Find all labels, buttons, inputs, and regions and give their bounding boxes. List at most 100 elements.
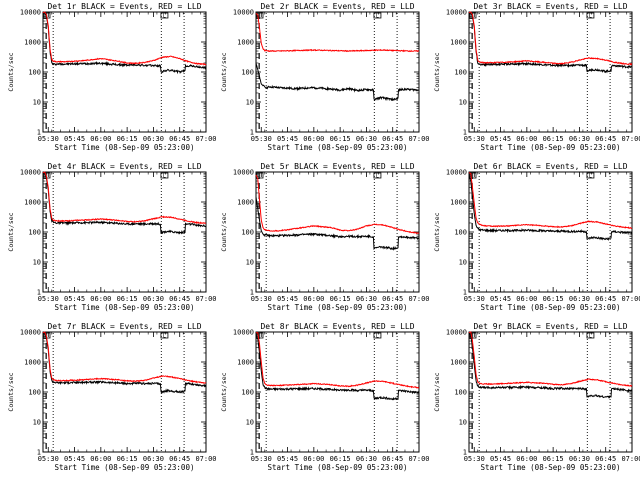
event-marker-box bbox=[160, 12, 169, 19]
y-tick-label: 100 bbox=[454, 229, 467, 237]
y-tick-label: 10 bbox=[246, 259, 254, 267]
y-tick-label: 10 bbox=[33, 99, 41, 107]
event-marker-label: L bbox=[589, 14, 592, 20]
y-tick-label: 1000 bbox=[450, 199, 467, 207]
series-events-line bbox=[468, 333, 633, 399]
x-tick-label: 05:45 bbox=[277, 455, 298, 463]
x-tick-label: 06:00 bbox=[516, 455, 537, 463]
x-tick-label: 06:00 bbox=[516, 295, 537, 303]
panel-title: Det 2r BLACK = Events, RED = LLD bbox=[260, 2, 414, 11]
series-lld-line bbox=[468, 172, 633, 229]
x-tick-label: 06:15 bbox=[117, 295, 138, 303]
x-axis-label: Start Time (08-Sep-09 05:23:00) bbox=[268, 303, 408, 312]
y-tick-label: 10000 bbox=[20, 329, 41, 337]
x-tick-label: 05:30 bbox=[464, 455, 485, 463]
series-events-line bbox=[468, 12, 633, 74]
panel-title: Det 1r BLACK = Events, RED = LLD bbox=[47, 2, 201, 11]
panel-title: Det 9r BLACK = Events, RED = LLD bbox=[473, 322, 627, 331]
x-tick-label: 07:00 bbox=[621, 455, 640, 463]
x-tick-label: 06:45 bbox=[169, 135, 190, 143]
x-axis-label: Start Time (08-Sep-09 05:23:00) bbox=[268, 143, 408, 152]
x-tick-label: 06:30 bbox=[143, 455, 164, 463]
y-axis-label: Counts/sec bbox=[433, 52, 441, 91]
x-tick-label: 05:30 bbox=[464, 295, 485, 303]
x-tick-label: 06:30 bbox=[569, 135, 590, 143]
y-tick-label: 10000 bbox=[446, 329, 467, 337]
chart-panel: Det 3r BLACK = Events, RED = LLD 1 10 100 10… bbox=[433, 2, 640, 152]
y-tick-label: 100 bbox=[241, 229, 254, 237]
chart-panel: Det 5r BLACK = Events, RED = LLD 1 10 100 10… bbox=[220, 162, 430, 312]
series-lld-line bbox=[255, 13, 419, 53]
y-tick-label: 10000 bbox=[446, 169, 467, 177]
x-tick-label: 06:00 bbox=[303, 455, 324, 463]
chart-panel: Det 8r BLACK = Events, RED = LLD 1 10 100 10… bbox=[220, 322, 430, 472]
x-tick-label: 06:00 bbox=[303, 295, 324, 303]
x-tick-label: 06:45 bbox=[595, 135, 616, 143]
event-marker-box bbox=[373, 172, 382, 179]
y-tick-label: 10000 bbox=[233, 329, 254, 337]
x-tick-label: 05:30 bbox=[251, 455, 272, 463]
x-axis-label: Start Time (08-Sep-09 05:23:00) bbox=[481, 303, 621, 312]
start-marker-box bbox=[469, 332, 477, 339]
x-tick-label: 06:45 bbox=[595, 455, 616, 463]
series-lld-line bbox=[42, 171, 206, 225]
y-tick-label: 100 bbox=[454, 69, 467, 77]
event-marker-box bbox=[586, 172, 595, 179]
x-tick-label: 05:30 bbox=[251, 295, 272, 303]
y-tick-label: 1 bbox=[250, 129, 254, 137]
series-events-line bbox=[468, 174, 633, 242]
y-tick-label: 100 bbox=[28, 389, 41, 397]
y-tick-label: 1 bbox=[37, 289, 41, 297]
y-tick-label: 100 bbox=[241, 69, 254, 77]
x-tick-label: 05:30 bbox=[38, 295, 59, 303]
x-tick-label: 05:45 bbox=[490, 135, 511, 143]
series-lld-line bbox=[468, 11, 633, 66]
plot-frame bbox=[255, 11, 420, 133]
y-axis-label: Counts/sec bbox=[433, 372, 441, 411]
chart-panel: Det 6r BLACK = Events, RED = LLD 1 10 100 10… bbox=[433, 162, 640, 312]
y-tick-label: 10 bbox=[33, 259, 41, 267]
x-tick-label: 06:45 bbox=[382, 135, 403, 143]
x-tick-label: 05:30 bbox=[38, 455, 59, 463]
y-tick-label: 1000 bbox=[237, 39, 254, 47]
event-marker-label: L bbox=[376, 174, 379, 180]
y-tick-label: 1000 bbox=[237, 199, 254, 207]
x-tick-label: 07:00 bbox=[195, 455, 216, 463]
x-tick-label: 06:15 bbox=[117, 135, 138, 143]
y-axis-label: Counts/sec bbox=[220, 52, 228, 91]
y-tick-label: 1000 bbox=[450, 39, 467, 47]
x-tick-label: 07:00 bbox=[408, 135, 429, 143]
series-events-line bbox=[255, 196, 420, 251]
x-tick-label: 06:00 bbox=[90, 295, 111, 303]
event-marker-label: L bbox=[589, 174, 592, 180]
x-tick-label: 06:00 bbox=[90, 135, 111, 143]
x-tick-label: 06:00 bbox=[516, 135, 537, 143]
series-events-line bbox=[42, 12, 207, 75]
panel-title: Det 4r BLACK = Events, RED = LLD bbox=[47, 162, 201, 171]
x-tick-label: 06:30 bbox=[356, 455, 377, 463]
x-tick-label: 06:15 bbox=[543, 455, 564, 463]
plot-frame bbox=[468, 331, 633, 453]
x-tick-label: 05:45 bbox=[277, 135, 298, 143]
series-lld-line bbox=[42, 331, 207, 384]
y-tick-label: 1 bbox=[250, 289, 254, 297]
y-tick-label: 1000 bbox=[24, 39, 41, 47]
x-tick-label: 06:30 bbox=[356, 135, 377, 143]
plot-frame bbox=[468, 11, 633, 133]
x-tick-label: 06:15 bbox=[117, 455, 138, 463]
x-tick-label: 06:30 bbox=[569, 295, 590, 303]
y-tick-label: 10 bbox=[459, 99, 467, 107]
x-tick-label: 05:45 bbox=[64, 295, 85, 303]
x-tick-label: 05:45 bbox=[490, 295, 511, 303]
y-tick-label: 1 bbox=[463, 129, 467, 137]
y-tick-label: 10000 bbox=[446, 9, 467, 17]
y-axis-label: Counts/sec bbox=[7, 212, 15, 251]
y-tick-label: 10000 bbox=[233, 169, 254, 177]
x-tick-label: 06:15 bbox=[330, 135, 351, 143]
y-tick-label: 100 bbox=[28, 229, 41, 237]
event-marker-box bbox=[586, 332, 595, 339]
event-marker-label: L bbox=[163, 14, 166, 20]
y-tick-label: 1000 bbox=[450, 359, 467, 367]
y-axis-label: Counts/sec bbox=[220, 372, 228, 411]
